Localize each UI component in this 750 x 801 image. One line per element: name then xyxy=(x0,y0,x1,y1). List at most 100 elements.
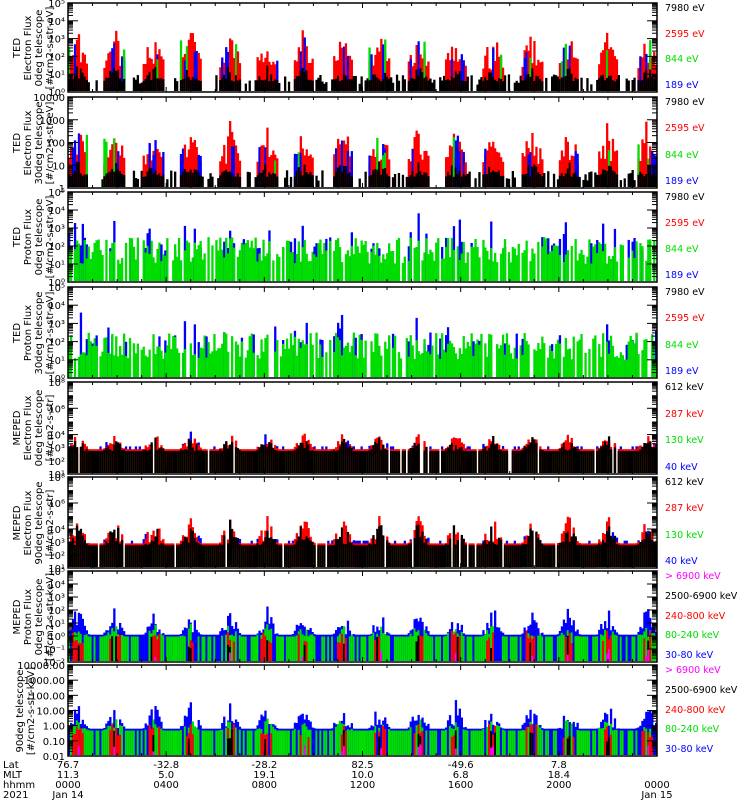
flux-bar xyxy=(302,340,304,377)
flux-bar xyxy=(447,448,449,473)
flux-bar xyxy=(190,343,192,377)
flux-bar xyxy=(465,175,467,187)
flux-bar xyxy=(561,542,563,567)
flux-bar xyxy=(347,250,349,281)
flux-bar xyxy=(414,628,416,661)
flux-bar xyxy=(78,531,80,567)
flux-bar xyxy=(516,545,518,567)
flux-bar xyxy=(88,247,90,282)
flux-bar xyxy=(474,637,476,662)
flux-bar xyxy=(531,68,533,91)
flux-bar xyxy=(516,255,518,281)
flux-bar xyxy=(276,544,278,567)
flux-bar xyxy=(500,540,502,567)
flux-bar xyxy=(290,177,292,187)
flux-bar xyxy=(630,545,632,567)
flux-bar xyxy=(614,536,616,567)
flux-bar xyxy=(645,532,647,567)
flux-bar xyxy=(133,78,135,91)
flux-bar xyxy=(82,535,84,567)
flux-bar xyxy=(463,336,465,377)
flux-bar xyxy=(549,346,551,377)
flux-bar xyxy=(264,446,266,474)
flux-bar xyxy=(628,81,630,92)
flux-bar xyxy=(633,78,635,91)
flux-bar xyxy=(410,238,412,281)
flux-bar xyxy=(101,255,103,281)
flux-bar xyxy=(74,249,76,281)
flux-bar xyxy=(184,537,186,567)
flux-bar xyxy=(630,336,632,377)
flux-bar xyxy=(524,628,526,662)
flux-bar xyxy=(331,545,333,567)
flux-bar xyxy=(292,252,294,281)
flux-bar xyxy=(170,171,172,187)
flux-bar xyxy=(522,355,524,377)
flux-bar xyxy=(368,450,370,473)
flux-bar xyxy=(496,262,498,281)
flux-bar xyxy=(404,257,406,281)
flux-bar xyxy=(425,447,427,473)
flux-bar xyxy=(227,67,229,91)
panel-3-bars xyxy=(68,213,655,281)
flux-bar xyxy=(196,542,198,567)
flux-bar xyxy=(467,77,469,91)
flux-bar xyxy=(217,451,219,473)
flux-bar xyxy=(239,635,241,661)
flux-bar xyxy=(388,335,390,377)
flux-bar xyxy=(221,78,223,91)
flux-bar xyxy=(490,335,492,377)
flux-bar xyxy=(500,345,502,377)
flux-bar xyxy=(109,449,111,473)
flux-bar xyxy=(111,334,113,377)
flux-bar xyxy=(184,449,186,473)
flux-bar xyxy=(386,450,388,473)
flux-bar xyxy=(180,450,182,474)
flux-bar xyxy=(573,337,575,377)
flux-bar xyxy=(331,79,333,91)
flux-bar xyxy=(441,451,443,473)
flux-bar xyxy=(127,545,129,567)
flux-bar xyxy=(469,545,471,567)
flux-bar xyxy=(304,240,306,281)
flux-bar xyxy=(596,636,598,661)
flux-bar xyxy=(614,447,616,473)
flux-bar xyxy=(398,545,400,567)
flux-bar xyxy=(121,174,123,187)
flux-bar xyxy=(274,539,276,567)
flux-bar xyxy=(506,451,508,473)
flux-bar xyxy=(200,81,202,91)
flux-bar xyxy=(580,334,582,377)
flux-bar xyxy=(111,73,113,92)
flux-bar xyxy=(82,176,84,187)
flux-bar xyxy=(437,545,439,567)
flux-bar xyxy=(376,243,378,281)
flux-bar xyxy=(74,641,76,661)
flux-bar xyxy=(602,169,604,187)
flux-bar xyxy=(378,636,380,661)
flux-bar xyxy=(84,175,86,187)
flux-bar xyxy=(288,241,290,281)
flux-bar xyxy=(416,247,418,281)
flux-bar xyxy=(549,251,551,281)
flux-bar xyxy=(486,357,488,377)
flux-bar xyxy=(612,256,614,281)
flux-bar xyxy=(472,451,474,473)
flux-bar xyxy=(478,545,480,567)
flux-bar xyxy=(620,245,622,282)
flux-bar xyxy=(427,351,429,377)
flux-bar xyxy=(90,637,92,662)
flux-bar xyxy=(469,346,471,377)
flux-bar xyxy=(555,246,557,281)
flux-bar xyxy=(105,337,107,377)
flux-bar xyxy=(162,359,164,377)
flux-bar xyxy=(141,171,143,187)
flux-bar xyxy=(229,520,231,567)
flux-bar xyxy=(304,448,306,473)
flux-bar xyxy=(170,349,172,377)
flux-bar xyxy=(541,81,543,91)
flux-bar xyxy=(406,177,408,187)
flux-bar xyxy=(105,448,107,473)
flux-bar xyxy=(306,344,308,377)
flux-bar xyxy=(192,257,194,281)
